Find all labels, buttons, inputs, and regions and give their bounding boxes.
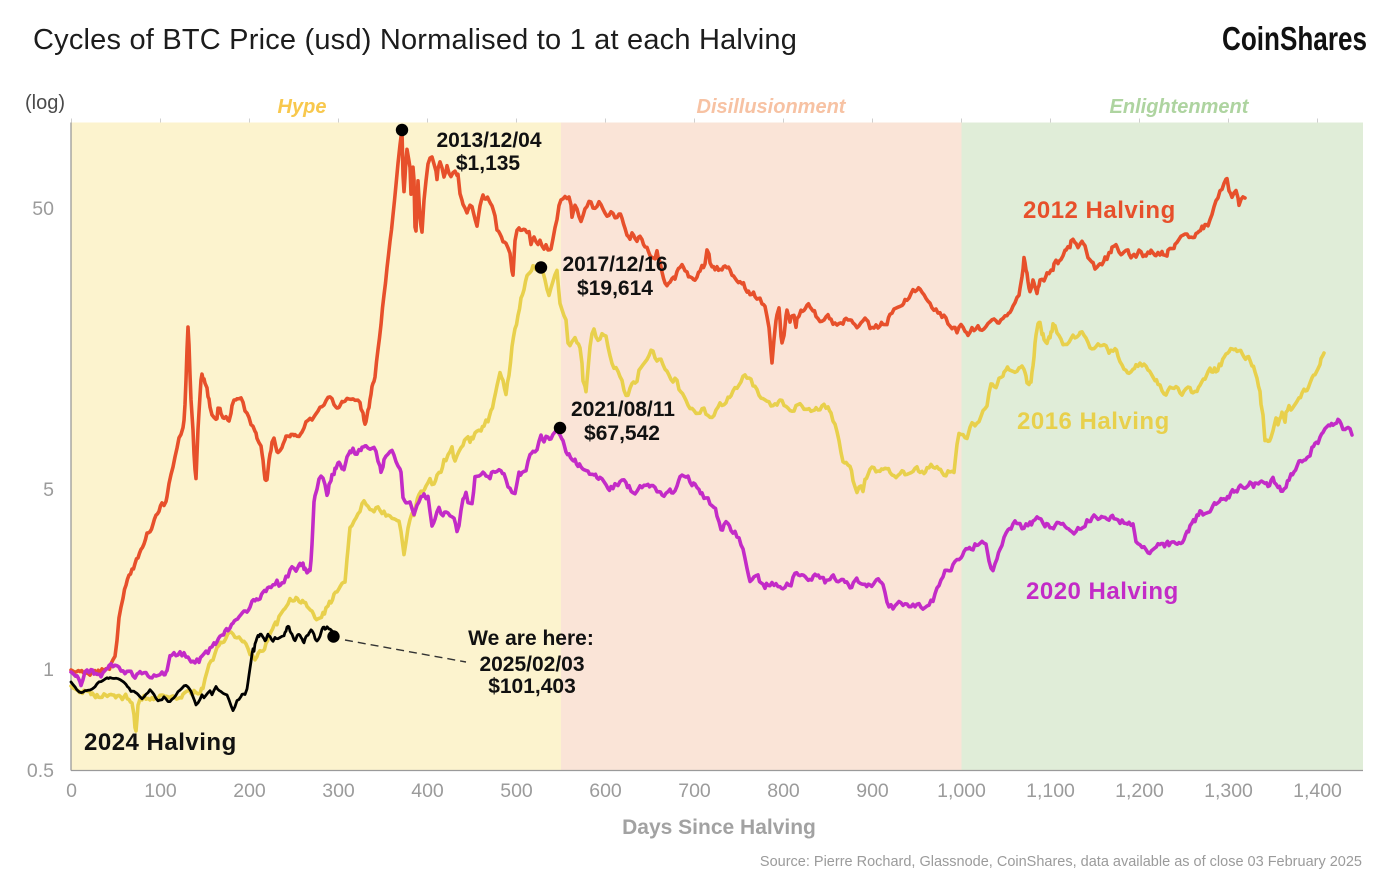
svg-text:300: 300 — [322, 780, 355, 802]
svg-text:2021/08/11: 2021/08/11 — [571, 398, 675, 421]
svg-text:$19,614: $19,614 — [577, 277, 653, 300]
svg-text:100: 100 — [144, 780, 177, 802]
svg-text:$1,135: $1,135 — [456, 152, 521, 175]
svg-text:400: 400 — [411, 780, 444, 802]
svg-text:2013/12/04: 2013/12/04 — [436, 129, 541, 152]
svg-text:$67,542: $67,542 — [584, 422, 660, 445]
svg-text:2017/12/16: 2017/12/16 — [562, 253, 667, 276]
svg-text:1,000: 1,000 — [937, 780, 986, 802]
svg-text:2025/02/03: 2025/02/03 — [479, 653, 584, 676]
svg-text:We are here:: We are here: — [468, 627, 594, 650]
svg-text:500: 500 — [500, 780, 533, 802]
svg-text:Cycles of BTC Price (usd) Norm: Cycles of BTC Price (usd) Normalised to … — [33, 24, 797, 56]
svg-text:2016 Halving: 2016 Halving — [1017, 408, 1170, 435]
svg-text:2024 Halving: 2024 Halving — [84, 729, 237, 756]
svg-text:1: 1 — [43, 659, 54, 681]
svg-text:Hype: Hype — [278, 96, 327, 118]
svg-text:1,200: 1,200 — [1115, 780, 1164, 802]
svg-text:1,300: 1,300 — [1204, 780, 1253, 802]
svg-text:5: 5 — [43, 479, 54, 501]
svg-text:800: 800 — [767, 780, 800, 802]
svg-text:1,400: 1,400 — [1293, 780, 1342, 802]
svg-text:Source: Pierre Rochard, Glassn: Source: Pierre Rochard, Glassnode, CoinS… — [760, 854, 1362, 870]
svg-text:600: 600 — [589, 780, 622, 802]
svg-text:CoinShares: CoinShares — [1222, 20, 1367, 57]
svg-text:$101,403: $101,403 — [488, 675, 576, 698]
svg-text:0: 0 — [66, 780, 77, 802]
svg-text:900: 900 — [856, 780, 889, 802]
svg-text:Enlightenment: Enlightenment — [1110, 96, 1250, 118]
svg-text:Days Since Halving: Days Since Halving — [622, 816, 816, 839]
svg-text:2020 Halving: 2020 Halving — [1026, 578, 1179, 605]
svg-text:200: 200 — [233, 780, 266, 802]
svg-text:0.5: 0.5 — [27, 760, 54, 782]
svg-text:1,100: 1,100 — [1026, 780, 1075, 802]
svg-text:2012 Halving: 2012 Halving — [1023, 197, 1176, 224]
svg-text:Disillusionment: Disillusionment — [697, 96, 847, 118]
svg-text:(log): (log) — [25, 92, 65, 114]
svg-text:700: 700 — [678, 780, 711, 802]
svg-text:50: 50 — [32, 198, 54, 220]
